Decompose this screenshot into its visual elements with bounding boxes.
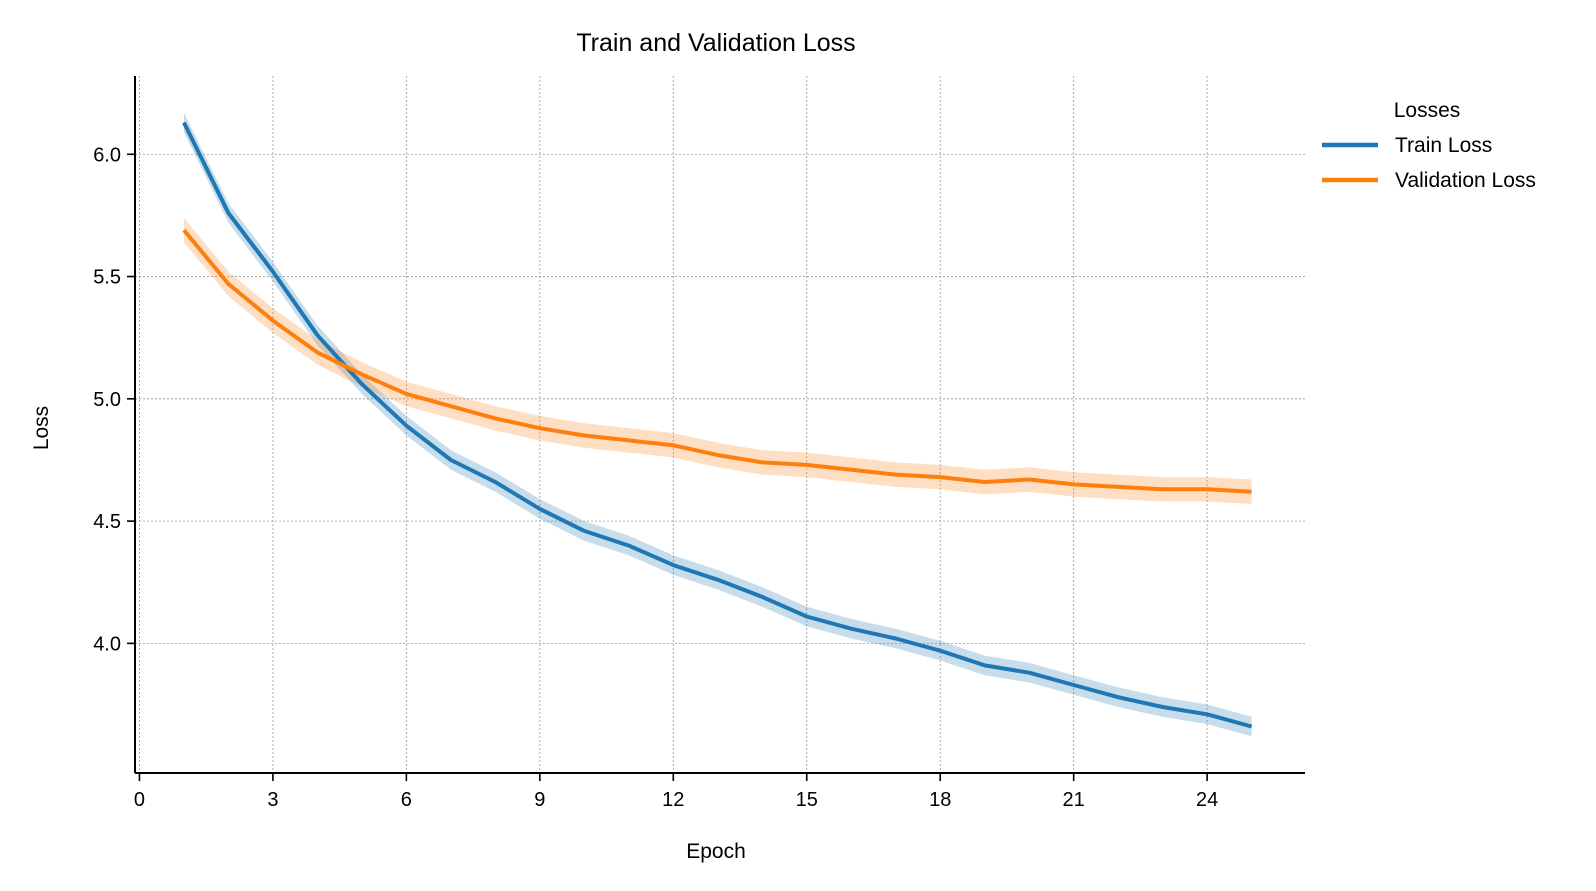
x-axis-title: Epoch [686,840,746,863]
legend: Losses Train Loss Validation Loss [1322,99,1536,192]
x-tick-label: 15 [796,789,818,811]
series-line-1 [182,121,1253,729]
x-tick-label: 18 [929,789,951,811]
series-band-1 [183,112,1252,737]
x-tick-label: 21 [1063,789,1085,811]
x-tick-label: 3 [267,789,278,811]
y-tick-label: 5.0 [93,389,121,411]
chart-title: Train and Validation Loss [576,29,855,57]
x-ticks: 0 3 6 9 12 15 18 21 24 [134,773,1218,811]
axes [134,76,1305,774]
series-line-2 [182,228,1252,494]
y-ticks: 4.0 4.5 5.0 5.5 6.0 [93,144,135,655]
confidence-bands [183,112,1252,737]
x-tick-label: 12 [662,789,684,811]
series-band-2 [183,217,1252,505]
grid [135,76,1305,773]
y-tick-label: 4.5 [93,511,121,533]
legend-label: Validation Loss [1395,169,1536,192]
series-lines [182,121,1253,729]
x-tick-label: 6 [401,789,412,811]
y-axis-title: Loss [30,406,53,450]
y-tick-label: 5.5 [93,267,121,289]
x-tick-label: 0 [134,789,145,811]
legend-label: Train Loss [1395,134,1492,157]
y-tick-label: 6.0 [93,144,121,166]
x-tick-label: 9 [534,789,545,811]
legend-title: Losses [1394,99,1461,122]
x-tick-label: 24 [1196,789,1218,811]
y-tick-label: 4.0 [93,633,121,655]
